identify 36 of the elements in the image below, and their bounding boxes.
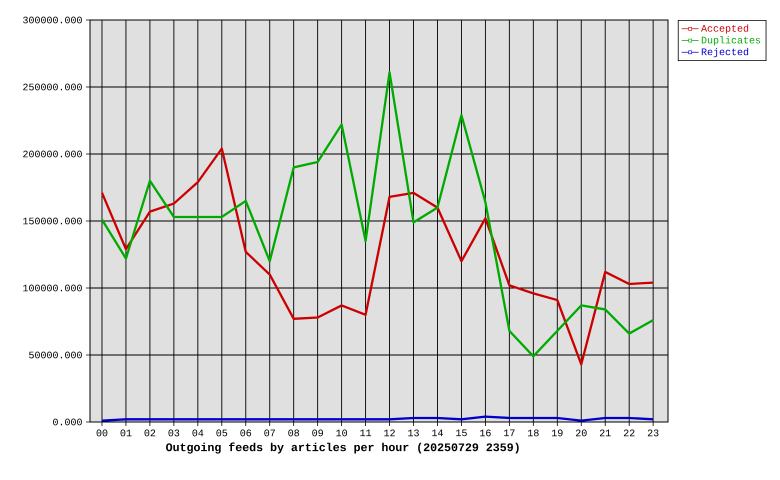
x-tick-label: 12 [384, 430, 395, 436]
y-tick-label: 200000.000 [23, 150, 82, 158]
x-tick-label: 02 [144, 430, 156, 436]
x-tick-label: 10 [336, 430, 348, 436]
x-tick-label: 20 [576, 430, 587, 436]
y-tick-label: 0.000 [53, 418, 82, 426]
x-tick-label: 07 [264, 430, 275, 436]
y-tick-label: 100000.000 [23, 284, 82, 292]
legend-label: Rejected [702, 48, 748, 58]
x-tick-label: 13 [408, 430, 419, 436]
legend-label: Accepted [701, 24, 748, 34]
x-tick-label: 18 [528, 430, 539, 436]
line-series [100, 147, 654, 366]
legend-label: Duplicates [702, 36, 760, 46]
x-tick-label: 05 [216, 430, 228, 436]
x-tick-label: 19 [552, 430, 563, 436]
x-tick-label: 23 [648, 430, 659, 436]
y-tick-label: 50000.000 [29, 352, 82, 358]
y-tick-label: 300000.000 [23, 16, 82, 24]
x-tick-label: 16 [480, 430, 491, 436]
x-tick-label: 15 [456, 430, 467, 436]
y-tick-label: 250000.000 [23, 84, 82, 90]
x-tick-label: 21 [600, 430, 611, 436]
x-tick-label: 03 [168, 430, 180, 436]
x-tick-label: 00 [96, 430, 108, 436]
x-tick-label: 01 [120, 430, 132, 436]
x-tick-label: 22 [624, 430, 634, 436]
x-tick-label: 04 [192, 430, 204, 436]
y-tick-label: 150000.000 [23, 218, 82, 224]
x-tick-label: 06 [240, 430, 252, 436]
x-tick-label: 08 [288, 430, 300, 436]
x-tick-label: 14 [432, 430, 443, 436]
x-tick-label: 17 [504, 430, 515, 436]
x-tick-label: 11 [360, 430, 372, 436]
x-tick-label: 09 [312, 430, 323, 436]
x-axis-title: Outgoing feeds by articles per hour (20250729 2359) [166, 442, 519, 454]
